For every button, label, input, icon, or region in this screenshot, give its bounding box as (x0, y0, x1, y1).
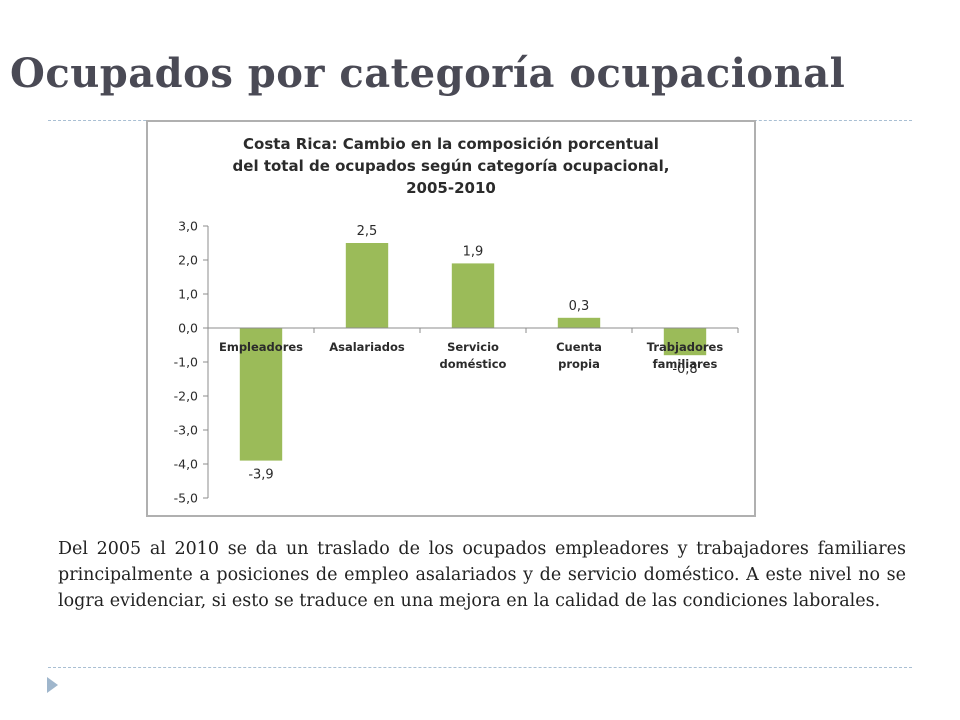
slide-title: Ocupados por categoría ocupacional (10, 50, 846, 97)
bar-chart: Costa Rica: Cambio en la composición por… (174, 135, 739, 506)
footer-divider (48, 667, 912, 668)
y-tick-label: -2,0 (174, 389, 198, 404)
category-label: propia (558, 357, 600, 371)
chart-title-line: Costa Rica: Cambio en la composición por… (243, 135, 659, 153)
category-label: Trabjadores (647, 340, 724, 354)
category-label: familiares (653, 357, 718, 371)
bar (345, 243, 389, 328)
triangle-bullet-icon (47, 677, 58, 693)
y-tick-label: -5,0 (174, 491, 198, 506)
data-label: 1,9 (463, 244, 484, 259)
chart-frame: Costa Rica: Cambio en la composición por… (146, 120, 756, 517)
y-tick-label: -3,0 (174, 423, 198, 438)
category-label: Servicio (447, 340, 499, 354)
y-tick-label: 3,0 (178, 219, 198, 234)
data-label: 0,3 (569, 299, 590, 314)
y-tick-label: 0,0 (178, 321, 198, 336)
y-tick-label: 2,0 (178, 253, 198, 268)
y-tick-label: 1,0 (178, 287, 198, 302)
data-label: -3,9 (248, 468, 273, 483)
body-paragraph: Del 2005 al 2010 se da un traslado de lo… (58, 539, 906, 611)
chart-title-line: del total de ocupados según categoría oc… (233, 157, 670, 175)
category-label: doméstico (440, 357, 507, 371)
y-tick-label: -1,0 (174, 355, 198, 370)
data-label: -0,8 (672, 362, 697, 377)
y-tick-label: -4,0 (174, 457, 198, 472)
category-label: Cuenta (556, 340, 602, 354)
bar (239, 328, 283, 461)
data-label: 2,5 (357, 224, 378, 239)
bar (557, 317, 601, 328)
chart-title-line: 2005-2010 (406, 179, 496, 197)
bar (451, 263, 495, 328)
category-label: Asalariados (329, 340, 405, 354)
bar (663, 328, 707, 356)
category-label: Empleadores (219, 340, 303, 354)
